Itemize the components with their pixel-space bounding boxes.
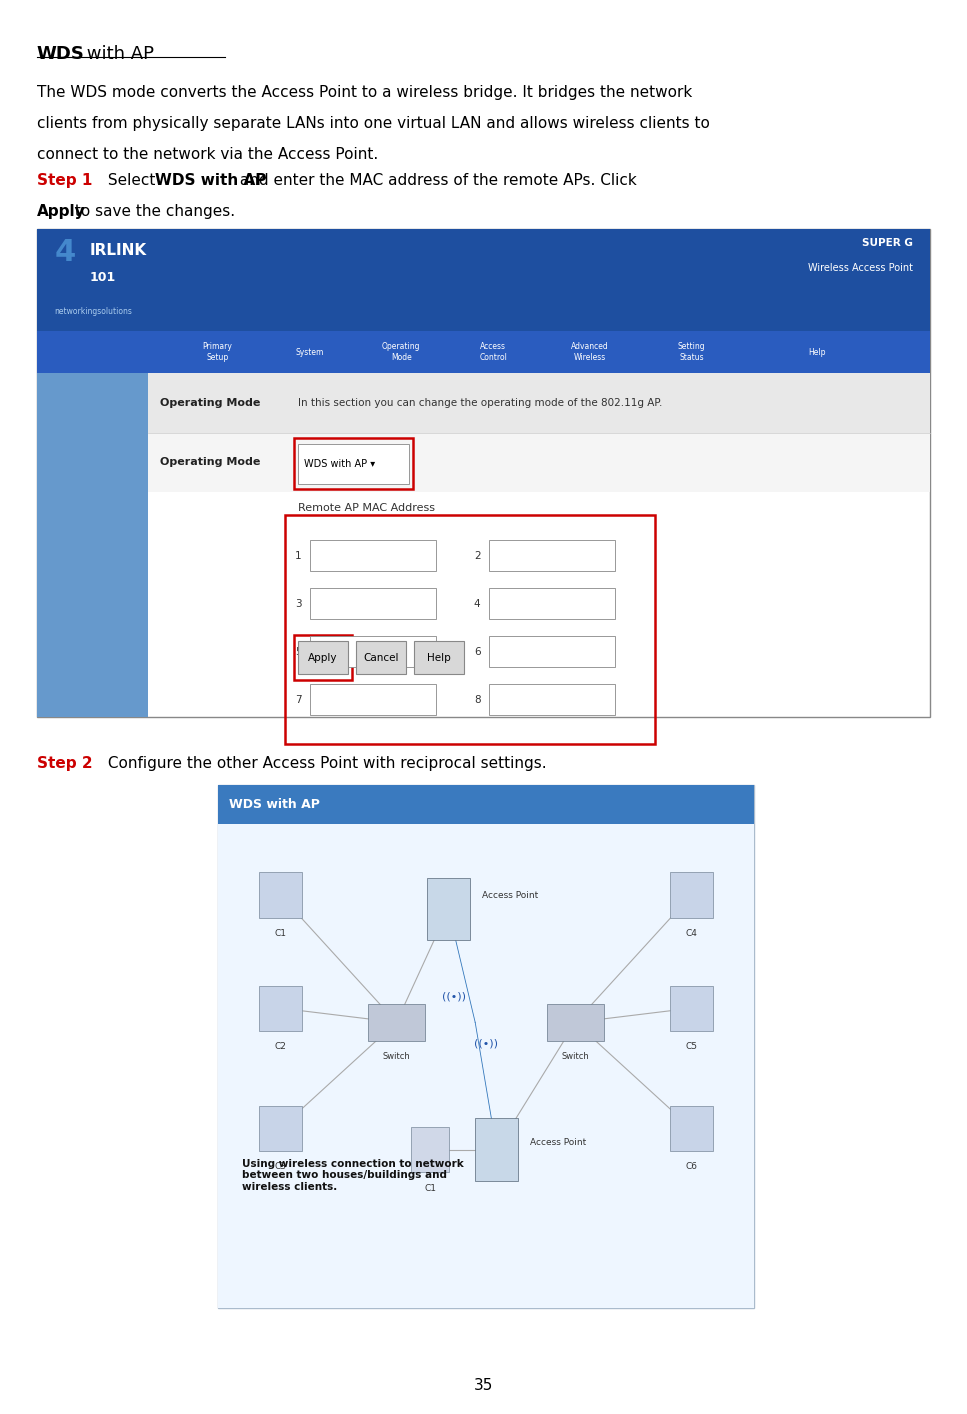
- Text: C3: C3: [275, 1162, 286, 1171]
- FancyBboxPatch shape: [218, 824, 754, 1308]
- Text: Operating Mode: Operating Mode: [160, 457, 260, 468]
- Text: ((•)): ((•)): [474, 1038, 498, 1049]
- Text: The WDS mode converts the Access Point to a wireless bridge. It bridges the netw: The WDS mode converts the Access Point t…: [37, 85, 692, 100]
- Text: Access Point: Access Point: [483, 891, 539, 899]
- Text: 101: 101: [90, 271, 116, 284]
- Text: clients from physically separate LANs into one virtual LAN and allows wireless c: clients from physically separate LANs in…: [37, 116, 710, 132]
- Text: Wireless Access Point: Wireless Access Point: [807, 263, 913, 273]
- Text: 5: 5: [295, 646, 302, 658]
- Text: C5: C5: [686, 1042, 697, 1051]
- Text: Apply: Apply: [37, 204, 85, 219]
- FancyBboxPatch shape: [218, 785, 754, 824]
- FancyBboxPatch shape: [489, 636, 615, 667]
- Text: WDS with AP: WDS with AP: [155, 173, 267, 188]
- Text: and enter the MAC address of the remote APs. Click: and enter the MAC address of the remote …: [235, 173, 636, 188]
- FancyBboxPatch shape: [37, 229, 930, 331]
- Text: Help: Help: [808, 348, 826, 356]
- FancyBboxPatch shape: [37, 331, 930, 373]
- Text: C1: C1: [425, 1184, 436, 1192]
- Text: Access
Control: Access Control: [480, 342, 507, 362]
- Text: 35: 35: [474, 1379, 493, 1393]
- Text: WDS: WDS: [37, 45, 85, 64]
- FancyBboxPatch shape: [476, 1118, 518, 1181]
- Text: Using wireless connection to network
between two houses/buildings and
wireless c: Using wireless connection to network bet…: [242, 1159, 463, 1192]
- FancyBboxPatch shape: [259, 872, 302, 918]
- Text: WDS with AP ▾: WDS with AP ▾: [304, 458, 375, 469]
- Text: 7: 7: [295, 694, 302, 706]
- Text: IRLINK: IRLINK: [90, 243, 147, 259]
- Text: Primary
Setup: Primary Setup: [203, 342, 232, 362]
- Text: SUPER G: SUPER G: [862, 238, 913, 247]
- Text: Operating Mode: Operating Mode: [160, 397, 260, 409]
- FancyBboxPatch shape: [310, 636, 436, 667]
- FancyBboxPatch shape: [310, 540, 436, 571]
- Text: C4: C4: [686, 929, 697, 937]
- FancyBboxPatch shape: [259, 1106, 302, 1151]
- Text: System: System: [295, 348, 324, 356]
- FancyBboxPatch shape: [356, 641, 406, 674]
- FancyBboxPatch shape: [148, 373, 930, 433]
- FancyBboxPatch shape: [414, 641, 464, 674]
- FancyBboxPatch shape: [310, 588, 436, 619]
- Text: Apply: Apply: [308, 652, 337, 663]
- FancyBboxPatch shape: [427, 878, 470, 940]
- FancyBboxPatch shape: [489, 588, 615, 619]
- Text: 4: 4: [54, 238, 75, 267]
- FancyBboxPatch shape: [259, 986, 302, 1031]
- Text: 3: 3: [295, 598, 302, 609]
- Text: with AP: with AP: [81, 45, 154, 64]
- Text: Switch: Switch: [383, 1052, 410, 1060]
- Text: Setting
Status: Setting Status: [678, 342, 705, 362]
- FancyBboxPatch shape: [37, 373, 148, 717]
- Text: 1: 1: [295, 550, 302, 561]
- Text: connect to the network via the Access Point.: connect to the network via the Access Po…: [37, 147, 378, 163]
- Text: C2: C2: [275, 1042, 286, 1051]
- Text: WDS with AP: WDS with AP: [229, 797, 320, 812]
- Text: Switch: Switch: [562, 1052, 589, 1060]
- FancyBboxPatch shape: [547, 1004, 604, 1041]
- FancyBboxPatch shape: [412, 1127, 450, 1172]
- FancyBboxPatch shape: [148, 433, 930, 492]
- Text: 6: 6: [474, 646, 481, 658]
- Text: C6: C6: [686, 1162, 697, 1171]
- Text: In this section you can change the operating mode of the 802.11g AP.: In this section you can change the opera…: [298, 397, 662, 409]
- Text: 4: 4: [474, 598, 481, 609]
- Text: Configure the other Access Point with reciprocal settings.: Configure the other Access Point with re…: [103, 756, 546, 772]
- Text: Step 1: Step 1: [37, 173, 92, 188]
- Text: Cancel: Cancel: [364, 652, 398, 663]
- Text: Operating
Mode: Operating Mode: [382, 342, 421, 362]
- FancyBboxPatch shape: [310, 684, 436, 715]
- Text: Help: Help: [427, 652, 451, 663]
- Text: ((•)): ((•)): [442, 991, 466, 1003]
- FancyBboxPatch shape: [218, 785, 754, 1308]
- Text: Select: Select: [103, 173, 160, 188]
- FancyBboxPatch shape: [670, 1106, 713, 1151]
- Text: networkingsolutions: networkingsolutions: [54, 307, 132, 315]
- FancyBboxPatch shape: [298, 641, 348, 674]
- FancyBboxPatch shape: [368, 1004, 425, 1041]
- Text: Advanced
Wireless: Advanced Wireless: [571, 342, 609, 362]
- Text: Step 2: Step 2: [37, 756, 93, 772]
- Text: to save the changes.: to save the changes.: [70, 204, 235, 219]
- FancyBboxPatch shape: [670, 872, 713, 918]
- FancyBboxPatch shape: [489, 684, 615, 715]
- Text: 8: 8: [474, 694, 481, 706]
- Text: 2: 2: [474, 550, 481, 561]
- FancyBboxPatch shape: [37, 229, 930, 717]
- FancyBboxPatch shape: [489, 540, 615, 571]
- FancyBboxPatch shape: [298, 444, 409, 484]
- Text: Remote AP MAC Address: Remote AP MAC Address: [298, 503, 435, 513]
- FancyBboxPatch shape: [670, 986, 713, 1031]
- Text: C1: C1: [275, 929, 286, 937]
- Text: Access Point: Access Point: [531, 1138, 587, 1147]
